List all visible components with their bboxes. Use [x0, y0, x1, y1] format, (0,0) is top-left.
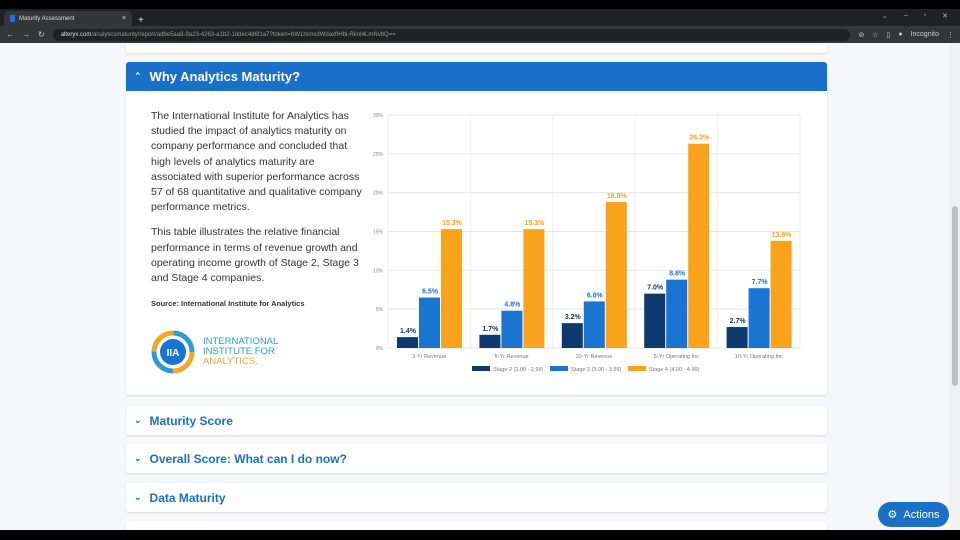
why-text: The International Institute for Analytic…: [151, 109, 366, 311]
overall-score-accordion[interactable]: ⌄ Overall Score: What can I do now?: [126, 444, 827, 473]
iia-logo-icon: IIA: [151, 330, 195, 374]
close-window-icon[interactable]: ✕: [942, 13, 948, 20]
eye-off-icon[interactable]: ⊘: [858, 31, 865, 39]
reload-icon[interactable]: ↻: [38, 30, 45, 39]
scrollbar-thumb[interactable]: [952, 206, 958, 386]
paragraph-2: This table illustrates the relative fina…: [151, 226, 359, 285]
why-header[interactable]: ⌃ Why Analytics Maturity?: [126, 62, 827, 91]
address-bar-row: ← → ↻ alteryx.com/analyticsmaturity/report…: [0, 26, 960, 43]
sidepanel-icon[interactable]: ▯: [886, 31, 891, 39]
paragraph-1: The International Institute for Analytic…: [151, 110, 362, 214]
incognito-icon: ●: [898, 31, 903, 38]
close-tab-icon[interactable]: ×: [121, 15, 126, 22]
favicon-icon: [10, 15, 15, 22]
previous-card: [126, 43, 827, 53]
data-maturity-accordion[interactable]: ⌄ Data Maturity: [126, 483, 827, 512]
source-text: Source: International Institute for Anal…: [151, 299, 305, 309]
why-title: Why Analytics Maturity?: [149, 69, 301, 84]
why-card: [126, 62, 827, 395]
chevron-down-icon: ⌄: [134, 415, 142, 425]
iia-logo: IIA INTERNATIONAL INSTITUTE FOR ANALYTICS.: [151, 330, 278, 374]
url-input[interactable]: alteryx.com/analyticsmaturity/report/adb…: [52, 28, 851, 41]
svg-text:IIA: IIA: [167, 348, 180, 359]
overall-score-title: Overall Score: What can I do now?: [149, 451, 347, 466]
new-tab-button[interactable]: +: [138, 15, 144, 26]
window-controls: ⌄ – ▫ ✕: [882, 12, 948, 20]
tab-title: Maturity Assessment: [19, 15, 75, 22]
chevron-down-icon: ⌄: [134, 453, 142, 463]
scrollbar[interactable]: [950, 43, 960, 530]
bottom-bar: [0, 530, 960, 540]
actions-label: Actions: [903, 508, 940, 521]
logo-text: INTERNATIONAL INSTITUTE FOR ANALYTICS.: [203, 336, 279, 367]
top-bar: [0, 0, 960, 9]
browser-tab[interactable]: Maturity Assessment ×: [4, 11, 132, 26]
chevron-down-icon: ⌄: [134, 492, 142, 502]
back-icon[interactable]: ←: [6, 30, 14, 39]
chevron-up-icon: ⌃: [134, 71, 142, 81]
tab-strip: Maturity Assessment × +: [0, 9, 960, 26]
actions-button[interactable]: ⚙ Actions: [878, 502, 949, 527]
gear-icon: ⚙: [887, 509, 898, 521]
data-maturity-title: Data Maturity: [149, 490, 226, 505]
maturity-score-title: Maturity Score: [149, 413, 233, 428]
menu-icon[interactable]: ⋮: [947, 31, 954, 39]
forward-icon[interactable]: →: [22, 30, 30, 39]
maturity-score-accordion[interactable]: ⌄ Maturity Score: [126, 406, 827, 435]
tab-search-icon[interactable]: ⌄: [881, 13, 888, 20]
maximize-icon[interactable]: ▫: [923, 12, 927, 19]
minimize-icon[interactable]: –: [903, 12, 908, 19]
next-card: [126, 521, 827, 531]
url-path: /analyticsmaturity/report/adbe5aa8-9a23-…: [91, 31, 396, 38]
profile-label[interactable]: Incognito: [910, 31, 939, 38]
url-domain: alteryx.com: [60, 31, 92, 38]
star-icon[interactable]: ☆: [872, 31, 879, 39]
